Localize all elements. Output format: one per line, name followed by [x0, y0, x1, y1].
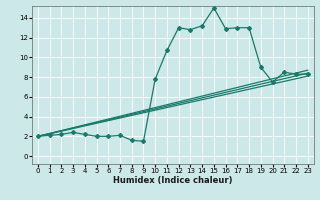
X-axis label: Humidex (Indice chaleur): Humidex (Indice chaleur)	[113, 176, 233, 185]
